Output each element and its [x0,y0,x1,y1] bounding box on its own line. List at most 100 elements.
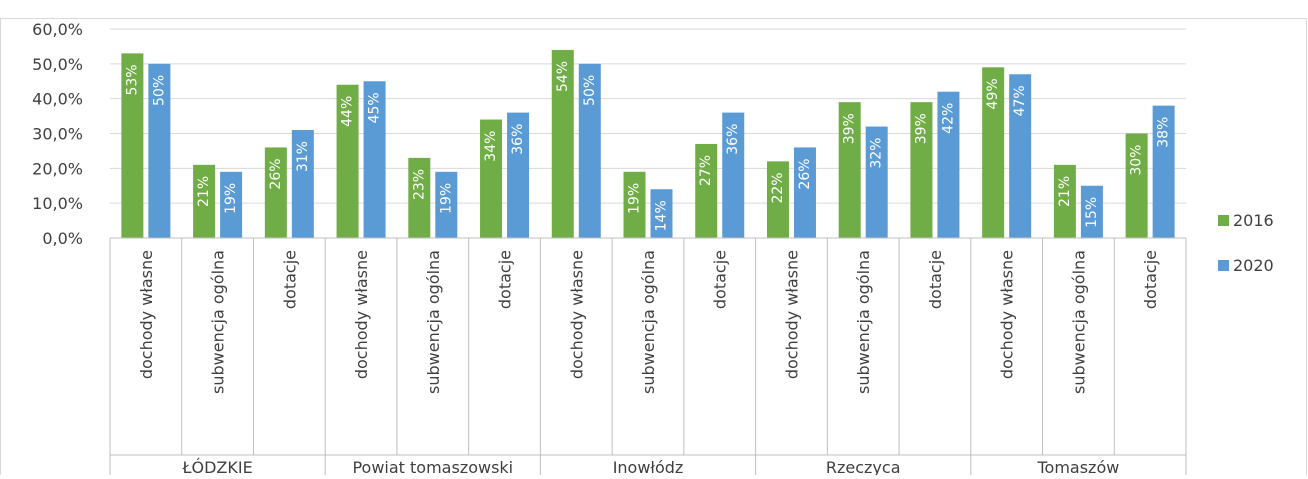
category-label: subwencja ogólna [209,250,228,394]
bar-value-label: 27% [698,155,714,186]
bar-value-label: 26% [268,158,284,189]
y-tick-label: 0,0% [42,229,83,248]
bar-2020 [291,130,314,238]
bar-value-label: 19% [223,183,239,214]
bar-value-label: 23% [411,169,427,200]
bar-value-label: 36% [725,124,741,155]
group-label: Rzeczyca [826,458,901,475]
bar-2016 [838,102,861,239]
bar-value-label: 45% [367,92,383,123]
category-label: dochody własne [352,250,371,379]
bar-value-label: 53% [124,64,140,95]
bars [121,49,1175,239]
bar-value-label: 50% [582,75,598,106]
bar-value-label: 21% [1057,176,1073,207]
bar-value-label: 39% [842,113,858,144]
x-axis: dochody własne subwencja ogólna dotacje doc… [109,237,1187,477]
category-label: dochody własne [998,250,1017,379]
legend: 2016 2020 [1218,211,1274,275]
legend-swatch-2016 [1218,215,1229,226]
group-label: Tomaszów [1036,458,1119,475]
bar-value-label: 47% [1012,85,1028,116]
bar-2016 [121,53,144,239]
bar-2016 [480,119,503,238]
category-label: dotacje [711,250,730,309]
category-label: dotacje [280,250,299,309]
bar-value-label: 19% [627,183,643,214]
category-label: dochody własne [782,250,801,379]
category-label: dotacje [1141,250,1160,309]
bar-2016 [336,84,359,238]
bar-value-label: 54% [555,61,571,92]
bar-2020 [220,171,243,238]
category-label: subwencja ogólna [854,250,873,394]
bar-value-label: 34% [483,131,499,162]
bar-2020 [1080,185,1103,238]
bar-value-label: 22% [770,172,786,203]
category-label: subwencja ogólna [639,250,658,394]
bar-value-label: 49% [985,78,1001,109]
category-label: subwencja ogólna [1069,250,1088,394]
bar-2020 [793,147,816,238]
data-labels: 53% 50% 21% 19% 26% 31% 44% 45% 23% 19% 34% 36% 54% 5… [124,61,1171,231]
bar-2016 [623,171,646,238]
bar-value-label: 26% [797,158,813,189]
bar-2016 [1053,164,1076,238]
bar-value-label: 42% [940,103,956,134]
bar-2020 [363,81,386,238]
y-tick-label: 30,0% [32,125,83,144]
bar-2020 [937,91,960,238]
bar-value-label: 14% [654,200,670,231]
category-label: dochody własne [137,250,156,379]
bar-value-label: 50% [151,75,167,106]
y-tick-label: 50,0% [32,55,83,74]
bar-value-label: 32% [869,138,885,169]
legend-label: 2016 [1233,211,1274,230]
bar-2016 [910,102,933,239]
bar-value-label: 39% [913,113,929,144]
bar-value-label: 15% [1084,197,1100,228]
bar-2016 [551,49,574,239]
bar-value-label: 19% [438,183,454,214]
bar-2020 [435,171,458,238]
y-tick-label: 40,0% [32,90,83,109]
legend-label: 2020 [1233,256,1274,275]
bar-value-label: 30% [1129,145,1145,176]
group-label: ŁÓDZKIE [182,458,253,475]
y-tick-label: 60,0% [32,20,83,39]
group-label: Powiat tomaszowski [352,458,513,475]
category-label: dotacje [496,250,515,309]
bar-2020 [578,63,601,239]
legend-swatch-2020 [1218,260,1229,271]
bar-2020 [148,63,171,239]
bar-value-label: 38% [1156,117,1172,148]
bar-2016 [695,143,718,238]
y-tick-label: 10,0% [32,194,83,213]
bar-2020 [722,112,745,238]
bar-2020 [1152,105,1175,238]
bar-2020 [865,126,888,238]
bar-2016 [982,67,1005,238]
bar-value-label: 36% [510,124,526,155]
y-tick-label: 20,0% [32,159,83,178]
bar-2020 [650,189,673,238]
group-label: Inowłódz [613,458,684,475]
category-label: subwencja ogólna [424,250,443,394]
bar-value-label: 31% [295,141,311,172]
category-label: dotacje [926,250,945,309]
bar-2020 [507,112,530,238]
y-axis: 0,0% 10,0% 20,0% 30,0% 40,0% 50,0% 60,0% [32,20,83,248]
gridlines [110,28,1186,204]
bar-value-label: 21% [196,176,212,207]
bar-2016 [766,161,789,238]
bar-value-label: 44% [340,96,356,127]
chart-border [0,18,1307,479]
bar-2020 [1009,74,1032,239]
bar-2016 [408,157,431,238]
bar-2016 [264,147,287,238]
bar-2016 [193,164,216,238]
category-label: dochody własne [567,250,586,379]
bar-2016 [1125,133,1148,238]
